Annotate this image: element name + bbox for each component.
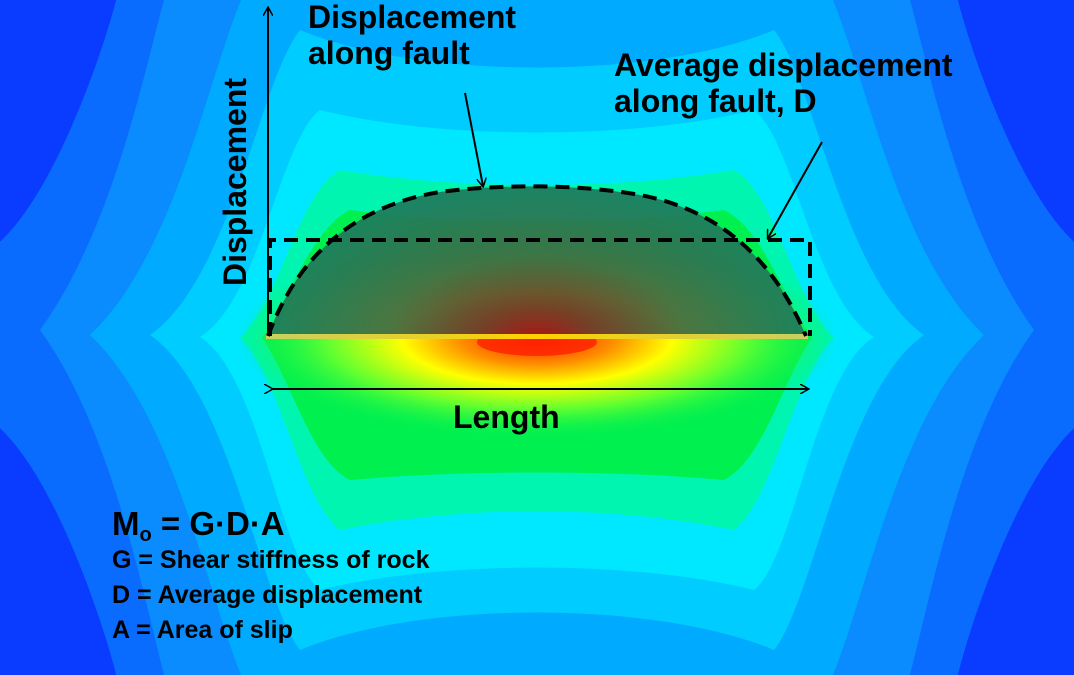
definition-a: A = Area of slip xyxy=(112,616,293,644)
moment-expression: = G·D·A xyxy=(151,505,285,542)
moment-subscript: o xyxy=(139,524,152,546)
label-average-displacement-line2: along fault, D xyxy=(614,82,817,119)
label-average-displacement: Average displacement along fault, D xyxy=(614,47,953,120)
fault-line xyxy=(266,334,808,339)
length-label: Length xyxy=(453,399,560,435)
moment-formula: Mo = G·D·A xyxy=(112,505,285,546)
definition-g: G = Shear stiffness of rock xyxy=(112,546,430,574)
label-displacement-along-fault-line1: Displacement xyxy=(308,0,517,35)
label-displacement-along-fault-line2: along fault xyxy=(308,34,470,71)
definition-d: D = Average displacement xyxy=(112,581,423,609)
label-displacement-along-fault: Displacement along fault xyxy=(308,0,516,72)
average-displacement-box xyxy=(268,238,812,336)
leader-average-displacement xyxy=(768,141,823,238)
label-average-displacement-line1: Average displacement xyxy=(614,47,953,83)
moment-symbol: M xyxy=(112,505,140,542)
leader-displacement-along-fault xyxy=(464,92,483,186)
y-axis-label: Displacement xyxy=(217,77,254,287)
displacement-profile xyxy=(268,186,806,336)
